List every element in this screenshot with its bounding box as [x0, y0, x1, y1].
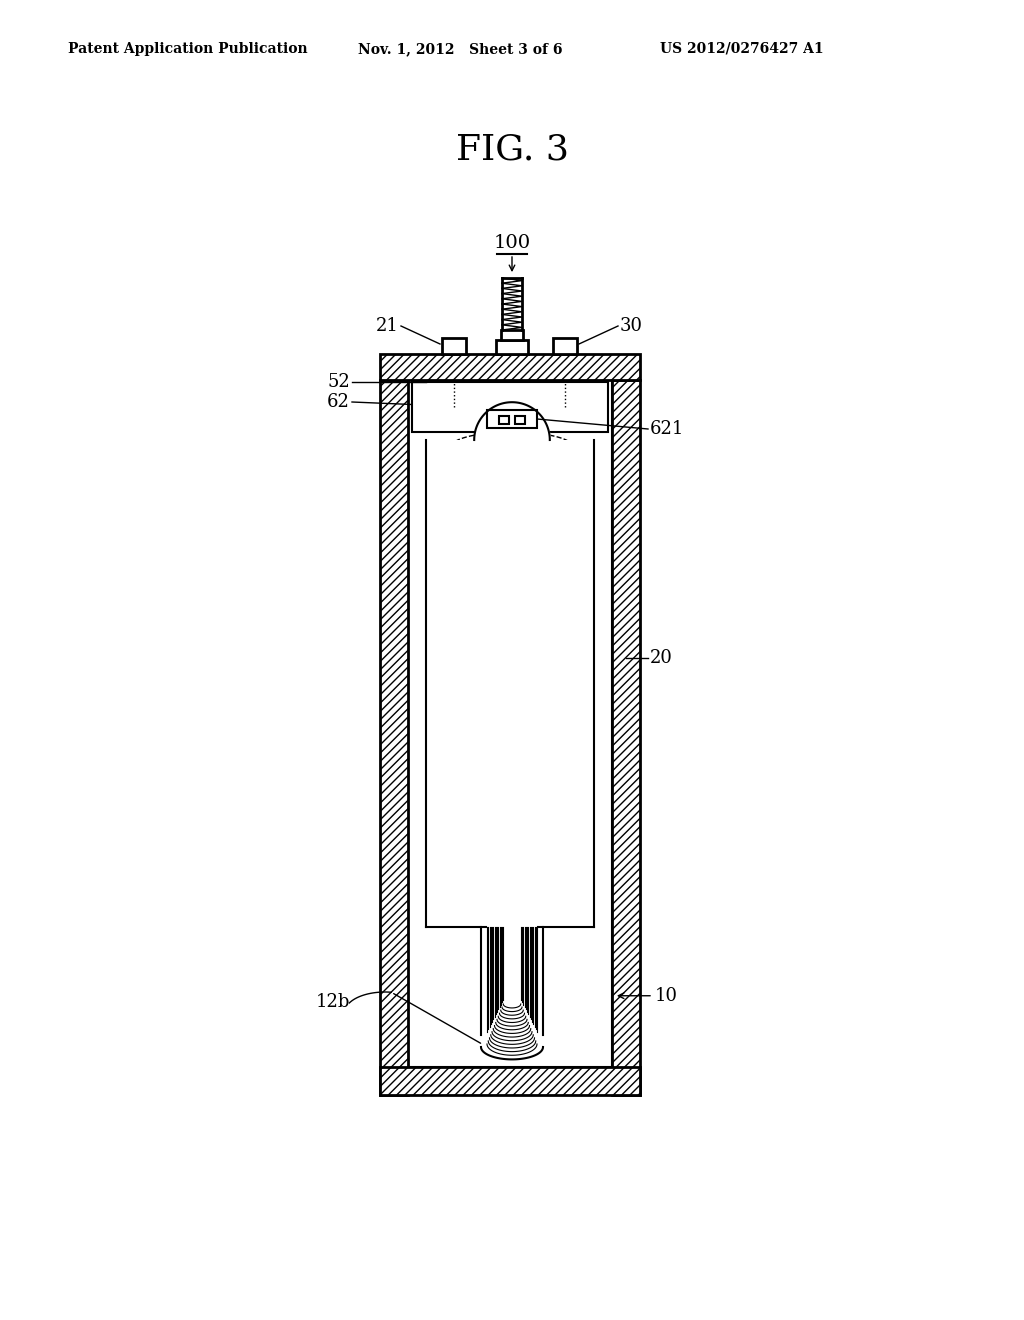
- Bar: [496, 341, 528, 354]
- Text: 100: 100: [494, 234, 530, 252]
- Bar: [380, 1067, 640, 1096]
- Text: 30: 30: [620, 317, 643, 335]
- Bar: [612, 380, 640, 1096]
- Bar: [487, 411, 537, 428]
- Bar: [380, 354, 640, 380]
- Text: 10: 10: [655, 987, 678, 1005]
- Text: Patent Application Publication: Patent Application Publication: [68, 42, 307, 55]
- Text: 621: 621: [650, 420, 684, 438]
- Bar: [426, 440, 594, 927]
- Bar: [380, 1067, 640, 1096]
- Text: 12b: 12b: [315, 993, 350, 1011]
- Bar: [408, 380, 612, 1067]
- Bar: [485, 927, 539, 1052]
- Text: 52: 52: [328, 374, 350, 391]
- Bar: [499, 416, 509, 424]
- Bar: [412, 381, 608, 432]
- Text: US 2012/0276427 A1: US 2012/0276427 A1: [660, 42, 823, 55]
- Bar: [380, 354, 640, 380]
- Text: FIG. 3: FIG. 3: [456, 133, 568, 168]
- Bar: [553, 338, 577, 354]
- Text: 21: 21: [376, 317, 399, 335]
- Bar: [380, 380, 408, 1096]
- Bar: [515, 416, 525, 424]
- Text: 62: 62: [327, 393, 350, 411]
- Text: 20: 20: [650, 649, 673, 667]
- Bar: [501, 330, 523, 341]
- Bar: [442, 338, 466, 354]
- Text: Nov. 1, 2012   Sheet 3 of 6: Nov. 1, 2012 Sheet 3 of 6: [358, 42, 562, 55]
- Bar: [380, 380, 408, 1096]
- Bar: [612, 380, 640, 1096]
